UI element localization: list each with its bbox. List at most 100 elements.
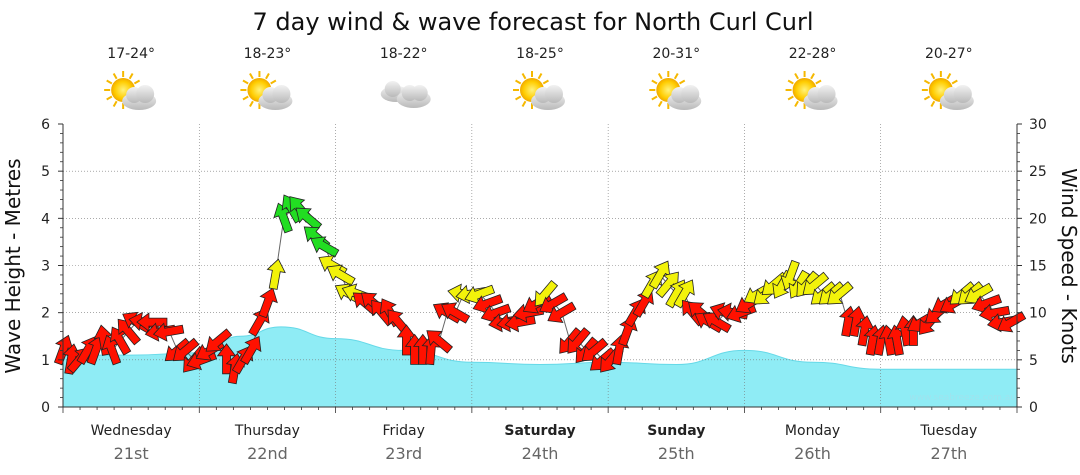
sun-ray (679, 79, 686, 85)
temperature-range: 20-31° (652, 46, 700, 62)
sun-ray (133, 79, 141, 85)
temperature-range: 17-24° (107, 46, 155, 62)
right-tick-label: 15 (1029, 259, 1047, 275)
wind-arrow (152, 322, 185, 342)
day-date: 26th (794, 444, 831, 463)
right-tick-label: 20 (1029, 211, 1047, 227)
axes: 0 1 2 3 4 5 6 0 5 10 15 20 25 30 (41, 117, 1047, 416)
wave-area-fill (63, 326, 1017, 407)
day-date: 25th (658, 444, 695, 463)
cloud-puff (411, 85, 428, 101)
sun-ray (794, 100, 799, 107)
day-date: 21st (114, 444, 149, 463)
wind-arrow (266, 258, 286, 290)
day-date: 27th (930, 444, 967, 463)
right-tick-label: 5 (1029, 353, 1038, 369)
wind-arrow (172, 337, 200, 362)
left-tick-label: 0 (41, 400, 50, 416)
sun-ray (128, 73, 134, 80)
day-date: 23rd (385, 444, 422, 463)
cloud-puff (384, 81, 401, 97)
sun-ray (270, 79, 277, 85)
wind-arrow (547, 301, 577, 323)
wind-arrow (240, 335, 262, 366)
sun-ray (930, 100, 936, 107)
sun-ray (112, 100, 118, 107)
wind-arrow (997, 311, 1027, 333)
sun-ray (946, 73, 952, 80)
sun-ray (265, 73, 270, 80)
left-tick-label: 2 (41, 306, 50, 322)
right-tick-label: 30 (1029, 117, 1047, 133)
left-tick-label: 5 (41, 164, 50, 180)
sun-ray (657, 100, 663, 107)
sun-ray (249, 100, 254, 107)
wind-arrow (426, 330, 454, 354)
wind-arrow (827, 281, 854, 305)
day-column-saturday: 18-25° Saturday 24th (504, 46, 575, 463)
sun-ray (521, 73, 527, 80)
wind-arrow (673, 279, 695, 309)
wind-arrow (326, 264, 356, 286)
cloud-puff (136, 85, 155, 103)
temperature-range: 20-27° (925, 46, 973, 62)
sun-ray (521, 100, 527, 107)
sun-cloud-icon (921, 71, 974, 110)
sun-ray (923, 79, 931, 85)
sun-ray (651, 95, 658, 101)
right-tick-label: 25 (1029, 164, 1047, 180)
temperature-range: 18-23° (244, 46, 292, 62)
left-tick-label: 3 (41, 259, 50, 275)
sun-cloud-icon (104, 71, 157, 110)
sun-ray (515, 79, 522, 85)
day-date: 22nd (247, 444, 288, 463)
day-column-tuesday: 20-27° Tuesday 27th (919, 46, 977, 463)
sun-ray (810, 73, 815, 80)
sun-ray (815, 79, 822, 85)
day-name: Sunday (647, 423, 705, 439)
sun-ray (106, 79, 113, 85)
sun-ray (515, 95, 522, 101)
day-name: Thursday (234, 423, 300, 439)
temperature-range: 18-25° (516, 46, 564, 62)
sun-ray (673, 73, 679, 80)
day-column-friday: 18-22° Friday 23rd (380, 46, 431, 463)
temperature-range: 18-22° (380, 46, 428, 62)
sun-ray (542, 79, 549, 85)
left-tick-label: 4 (41, 211, 50, 227)
sun-ray (787, 95, 794, 101)
wind-arrow (441, 302, 471, 324)
day-column-monday: 22-28° Monday 26th (785, 46, 840, 463)
right-tick-label: 10 (1029, 306, 1047, 322)
sun-ray (794, 73, 799, 80)
sun-ray (651, 79, 658, 85)
left-tick-label: 1 (41, 353, 50, 369)
sun-ray (657, 73, 663, 80)
left-tick-label: 6 (41, 117, 50, 133)
wind-arrow (310, 236, 340, 258)
cloud-puff (817, 85, 836, 103)
wind-arrow (258, 287, 278, 319)
sun-cloud-icon (513, 71, 565, 110)
day-name: Friday (382, 423, 424, 439)
day-column-sunday: 20-31° Sunday 25th (647, 46, 705, 463)
temperature-range: 22-28° (789, 46, 837, 62)
day-name: Monday (785, 423, 840, 439)
cloud-puff (272, 85, 291, 103)
sun-ray (242, 95, 249, 101)
sun-ray (787, 79, 794, 85)
day-headers: 17-24°Wednesday21st18-23°Thursday22nd18-… (91, 46, 978, 463)
day-name: Wednesday (91, 423, 172, 439)
sun-ray (537, 73, 543, 80)
cloud-puff (681, 85, 700, 103)
sun-ray (106, 95, 113, 101)
chart-title: 7 day wind & wave forecast for North Cur… (252, 8, 813, 36)
sun-ray (951, 79, 958, 85)
cloud-puff (953, 85, 972, 103)
sun-ray (930, 73, 936, 80)
day-column-thursday: 18-23° Thursday 22nd (234, 46, 300, 463)
day-name: Tuesday (919, 423, 977, 439)
right-tick-label: 0 (1029, 400, 1038, 416)
left-axis-label: Wave Height - Metres (1, 158, 25, 373)
right-axis-label: Wind Speed - Knots (1057, 168, 1080, 364)
